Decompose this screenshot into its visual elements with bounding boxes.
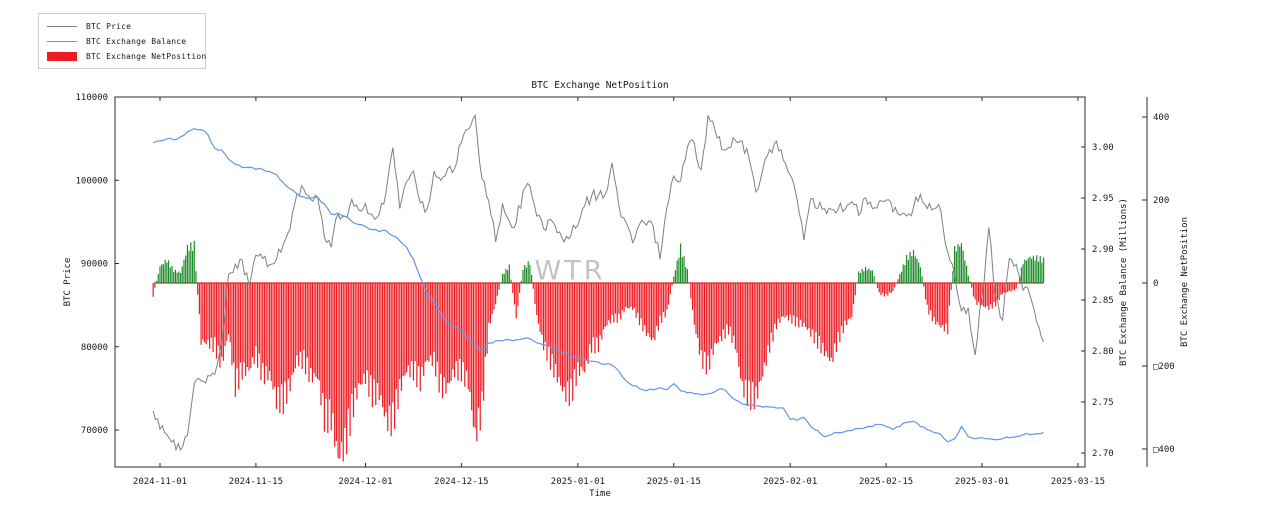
right1-tick-label: 3.00 <box>1092 143 1114 153</box>
price-line <box>152 113 1045 452</box>
x-tick-label: 2024-12-15 <box>434 477 488 487</box>
balance-line <box>152 127 1044 443</box>
right1-tick-label: 2.95 <box>1092 194 1114 204</box>
netposition-bars <box>152 240 1045 462</box>
x-tick-label: 2025-01-15 <box>647 477 701 487</box>
legend: BTC Price BTC Exchange Balance BTC Excha… <box>38 13 206 69</box>
x-tick-label: 2025-03-01 <box>955 477 1009 487</box>
right2-axis-title: BTC Exchange NetPosition <box>1180 216 1190 348</box>
left-tick-label: 110000 <box>75 93 108 103</box>
right1-tick-label: 2.70 <box>1092 449 1114 459</box>
right2-tick-label: □400 <box>1153 445 1175 455</box>
legend-label-netposition: BTC Exchange NetPosition <box>86 52 207 61</box>
legend-swatch-balance-line <box>47 41 77 42</box>
legend-swatch-price-line <box>47 26 77 27</box>
x-tick-label: 2025-02-01 <box>763 477 817 487</box>
axis-ticks: 2024-11-01 2024-11-15 2024-12-01 2024-12-15… <box>75 93 1174 487</box>
x-axis-title: Time <box>589 489 611 499</box>
left-tick-label: 90000 <box>81 260 108 270</box>
watermark: WTR <box>534 255 606 287</box>
plot-border <box>114 96 1086 468</box>
right2-tick-label: □200 <box>1153 362 1175 372</box>
x-tick-label: 2025-03-15 <box>1051 477 1105 487</box>
left-axis-title: BTC Price <box>63 257 73 307</box>
legend-item-balance: BTC Exchange Balance <box>47 34 197 49</box>
legend-item-price: BTC Price <box>47 19 197 34</box>
legend-label-balance: BTC Exchange Balance <box>86 37 187 46</box>
left-tick-label: 80000 <box>81 343 108 353</box>
right2-tick-label: 200 <box>1153 196 1169 206</box>
legend-item-netposition: BTC Exchange NetPosition <box>47 49 206 64</box>
right1-axis-title: BTC Exchange Balance (Millions) <box>1119 198 1129 366</box>
chart-title: BTC Exchange NetPosition <box>531 80 669 91</box>
right1-tick-label: 2.85 <box>1092 296 1114 306</box>
right1-tick-label: 2.80 <box>1092 347 1114 357</box>
x-tick-label: 2024-12-01 <box>338 477 392 487</box>
x-tick-label: 2025-01-01 <box>551 477 605 487</box>
right2-tick-label: 0 <box>1153 279 1158 289</box>
right2-tick-label: 400 <box>1153 113 1169 123</box>
left-tick-label: 70000 <box>81 426 108 436</box>
x-tick-label: 2025-02-15 <box>859 477 913 487</box>
legend-label-price: BTC Price <box>86 22 132 31</box>
legend-swatch-netposition-patch <box>47 52 77 61</box>
right1-tick-label: 2.90 <box>1092 245 1114 255</box>
x-tick-label: 2024-11-15 <box>229 477 283 487</box>
x-tick-label: 2024-11-01 <box>133 477 187 487</box>
right1-tick-label: 2.75 <box>1092 398 1114 408</box>
left-tick-label: 100000 <box>75 176 108 186</box>
